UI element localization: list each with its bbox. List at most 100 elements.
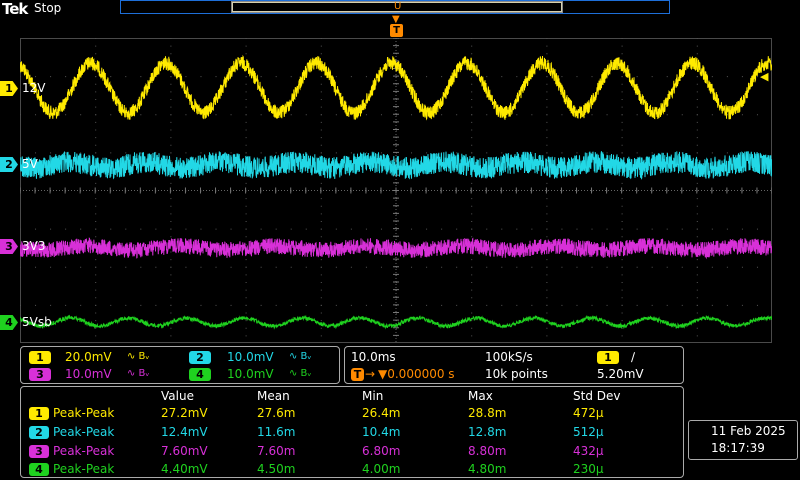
- grid-dot: [245, 243, 247, 245]
- grid-dot: [681, 228, 683, 230]
- grid-dot: [621, 320, 623, 322]
- trigger-source-badge[interactable]: 1: [597, 351, 619, 364]
- grid-dot: [95, 68, 97, 70]
- waveform-graticule[interactable]: [20, 38, 772, 343]
- grid-dot: [320, 243, 322, 245]
- trigger-level-indicator-icon[interactable]: ◀: [760, 70, 769, 83]
- grid-dot: [320, 335, 322, 337]
- grid-dot: [380, 266, 382, 268]
- meas-row-4-type: Peak-Peak: [53, 462, 115, 476]
- grid-dot: [756, 114, 758, 116]
- grid-dot: [155, 266, 157, 268]
- grid-dot: [245, 205, 247, 207]
- grid-dot: [170, 53, 172, 55]
- channel-2-ground-marker[interactable]: 2: [0, 157, 18, 172]
- grid-dot: [471, 312, 473, 314]
- grid-dot: [471, 327, 473, 329]
- grid-dot: [170, 121, 172, 123]
- meas-row-4-channel-badge[interactable]: 4: [29, 463, 49, 476]
- grid-dot: [561, 304, 563, 306]
- grid-dot: [380, 228, 382, 230]
- vertical-ch4-badge[interactable]: 4: [189, 368, 211, 381]
- meas-row-2-std: 512µ: [573, 425, 604, 439]
- grid-dot: [290, 114, 292, 116]
- grid-dot: [320, 38, 322, 39]
- grid-dot: [95, 83, 97, 85]
- brand-logo: Tek: [2, 0, 28, 18]
- vertical-settings-panel[interactable]: 1 20.0mV ∿ Bᵥ 2 10.0mV ∿ Bᵥ 3 10.0mV ∿ B…: [20, 346, 340, 384]
- grid-dot: [621, 182, 623, 184]
- grid-dot: [696, 53, 698, 55]
- grid-dot: [95, 152, 97, 154]
- grid-dot: [621, 251, 623, 253]
- grid-dot: [546, 45, 548, 47]
- grid-dot: [621, 266, 623, 268]
- grid-dot: [95, 251, 97, 253]
- grid-dot: [95, 60, 97, 62]
- grid-dot: [170, 175, 172, 177]
- grid-dot: [696, 327, 698, 329]
- grid-dot: [170, 83, 172, 85]
- grid-dot: [320, 274, 322, 276]
- channel-3-ground-marker[interactable]: 3: [0, 239, 18, 254]
- vertical-ch1-badge[interactable]: 1: [29, 351, 51, 364]
- grid-dot: [471, 182, 473, 184]
- vertical-ch2-badge[interactable]: 2: [189, 351, 211, 364]
- grid-dot: [441, 114, 443, 116]
- meas-row-3-channel-badge[interactable]: 3: [29, 445, 49, 458]
- grid-dot: [621, 76, 623, 78]
- grid-dot: [320, 320, 322, 322]
- acquisition-state[interactable]: Stop: [34, 1, 62, 15]
- channel-4-ground-marker[interactable]: 4: [0, 315, 18, 330]
- grid-dot: [471, 266, 473, 268]
- channel-1-ground-marker[interactable]: 1: [0, 81, 18, 96]
- grid-dot: [320, 114, 322, 116]
- grid-dot: [471, 121, 473, 123]
- grid-dot: [95, 236, 97, 238]
- grid-dot: [95, 327, 97, 329]
- grid-dot: [501, 76, 503, 78]
- grid-dot: [696, 259, 698, 261]
- grid-dot: [621, 144, 623, 146]
- horizontal-trigger-panel[interactable]: 10.0ms 100kS/s 1 ∕ T → ▼0.000000 s 10k p…: [344, 346, 684, 384]
- datetime-panel[interactable]: 11 Feb 2025 18:17:39: [688, 420, 798, 460]
- grid-dot: [441, 76, 443, 78]
- grid-dot: [696, 99, 698, 100]
- record-view-bar[interactable]: [120, 0, 670, 14]
- grid-dot: [365, 152, 367, 154]
- grid-dot: [170, 335, 172, 337]
- trigger-position-icon[interactable]: T: [390, 24, 403, 37]
- measurements-panel[interactable]: Value Mean Min Max Std Dev 1 Peak-Peak 27.…: [20, 386, 684, 478]
- grid-dot: [170, 160, 172, 161]
- grid-dot: [471, 76, 473, 78]
- grid-dot: [170, 266, 172, 268]
- grid-dot: [320, 152, 322, 154]
- grid-dot: [591, 266, 593, 268]
- meas-row-1-min: 26.4m: [362, 406, 401, 420]
- grid-dot: [335, 304, 337, 306]
- grid-dot: [290, 266, 292, 268]
- grid-dot: [170, 137, 172, 139]
- grid-dot: [305, 266, 307, 268]
- grid-dot: [546, 99, 548, 100]
- grid-dot: [320, 137, 322, 139]
- meas-row-1-value: 27.2mV: [161, 406, 208, 420]
- grid-dot: [230, 76, 232, 78]
- grid-dot: [726, 228, 728, 230]
- grid-dot: [170, 213, 172, 215]
- grid-dot: [245, 106, 247, 108]
- meas-row-1-channel-badge[interactable]: 1: [29, 407, 49, 420]
- meas-row-2-channel-badge[interactable]: 2: [29, 426, 49, 439]
- grid-dot: [576, 304, 578, 306]
- grid-dot: [95, 99, 97, 100]
- grid-dot: [245, 167, 247, 169]
- ch2-bandwidth-limit-icon: ∿ Bᵥ: [289, 351, 312, 362]
- grid-dot: [170, 76, 172, 78]
- vertical-ch3-badge[interactable]: 3: [29, 368, 51, 381]
- grid-dot: [666, 266, 668, 268]
- grid-dot: [471, 129, 473, 131]
- grid-dot: [215, 228, 217, 230]
- grid-dot: [200, 152, 202, 154]
- grid-dot: [636, 266, 638, 268]
- grid-dot: [320, 182, 322, 184]
